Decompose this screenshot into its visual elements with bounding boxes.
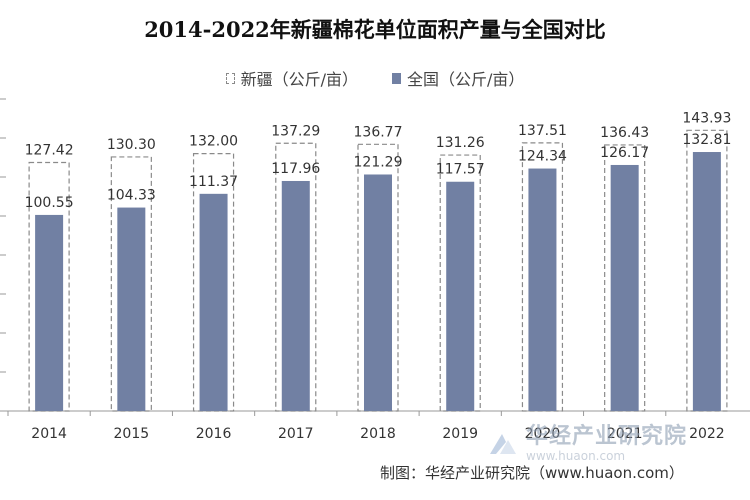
data-label-national-2018: 121.29 <box>354 154 403 170</box>
legend-item-national: 全国（公斤/亩） <box>392 66 524 90</box>
bar-national-2020 <box>528 168 557 411</box>
data-label-xinjiang-2019: 131.26 <box>436 135 485 151</box>
data-label-xinjiang-2022: 143.93 <box>682 110 731 126</box>
data-label-xinjiang-2016: 132.00 <box>189 134 238 150</box>
x-tick-label-2015: 2015 <box>114 426 150 442</box>
x-tick-label-2019: 2019 <box>442 426 478 442</box>
bar-national-2022 <box>692 152 721 411</box>
data-label-national-2017: 117.96 <box>271 161 320 177</box>
bar-xinjiang-2017 <box>275 142 317 412</box>
bar-national-2015 <box>117 207 146 411</box>
data-label-xinjiang-2014: 127.42 <box>25 143 74 159</box>
data-label-national-2019: 117.57 <box>436 162 485 178</box>
x-tick-label-2017: 2017 <box>278 426 314 442</box>
bar-xinjiang-2016 <box>192 153 235 412</box>
x-tick-label-2021: 2021 <box>607 426 643 442</box>
bar-xinjiang-2021 <box>604 144 646 412</box>
bar-national-2016 <box>199 193 228 411</box>
x-tick-label-2014: 2014 <box>31 426 67 442</box>
data-label-xinjiang-2021: 136.43 <box>600 125 649 141</box>
bar-national-2019 <box>446 181 475 411</box>
x-tick-label-2022: 2022 <box>689 426 725 442</box>
data-label-xinjiang-2018: 136.77 <box>354 124 403 140</box>
legend-label-national: 全国（公斤/亩） <box>407 70 525 89</box>
bar-national-2014 <box>35 214 64 411</box>
watermark-name: 华经产业研究院 <box>526 424 688 449</box>
chart-credit: 制图：华经产业研究院（www.huaon.com） <box>380 464 684 482</box>
data-label-national-2021: 126.17 <box>600 145 649 161</box>
bar-national-2021 <box>610 164 639 411</box>
x-tick-label-2016: 2016 <box>196 426 232 442</box>
chart-title: 2014-2022年新疆棉花单位面积产量与全国对比 <box>144 17 606 42</box>
bar-national-2017 <box>281 180 310 411</box>
bar-national-2018 <box>364 174 392 411</box>
data-label-national-2020: 124.34 <box>518 149 567 165</box>
chart-legend: 新疆（公斤/亩） 全国（公斤/亩） <box>0 66 750 90</box>
data-label-national-2016: 111.37 <box>189 174 238 190</box>
data-label-national-2014: 100.55 <box>25 195 74 211</box>
legend-swatch-national <box>392 72 401 84</box>
x-tick-label-2018: 2018 <box>360 426 396 442</box>
data-label-xinjiang-2020: 137.51 <box>518 123 567 139</box>
legend-item-xinjiang: 新疆（公斤/亩） <box>225 66 358 90</box>
data-label-xinjiang-2015: 130.30 <box>107 137 156 153</box>
legend-swatch-xinjiang <box>225 72 235 84</box>
watermark: 华经产业研究院 www.huaon.com <box>488 426 687 462</box>
huaon-logo-icon <box>490 434 516 454</box>
watermark-url: www.huaon.com <box>526 449 626 463</box>
bar-xinjiang-2018 <box>357 143 399 412</box>
data-label-national-2015: 104.33 <box>107 188 156 204</box>
legend-label-xinjiang: 新疆（公斤/亩） <box>240 70 358 89</box>
x-tick-label-2020: 2020 <box>525 426 561 442</box>
data-label-national-2022: 132.81 <box>682 132 731 148</box>
data-label-xinjiang-2017: 137.29 <box>271 123 320 139</box>
